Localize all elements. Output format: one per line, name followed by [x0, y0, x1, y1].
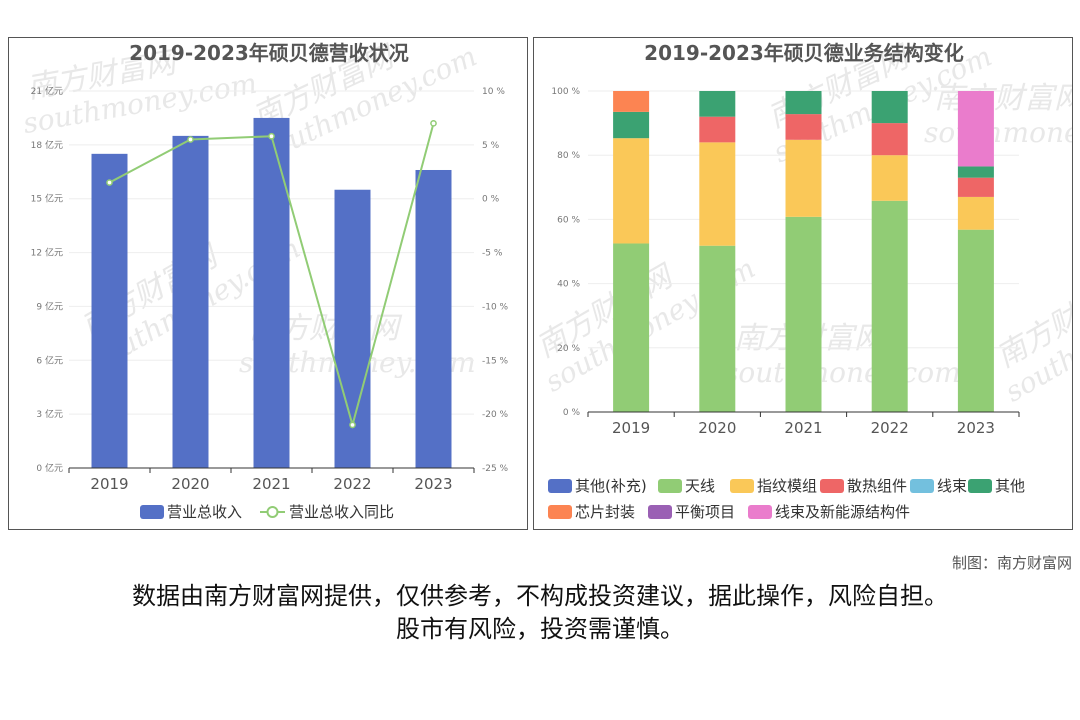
revenue-chart-panel: 南方财富网 southmoney.com 南方财富网 southmoney.com 南方…	[8, 37, 528, 530]
stacked-bar-segment	[699, 245, 736, 412]
legend-swatch	[548, 479, 572, 493]
watermark-en: southmoney.com	[924, 116, 1073, 149]
stacked-bar-segment	[785, 114, 822, 140]
legend-swatch	[140, 505, 164, 519]
x-tick-label: 2022	[871, 419, 909, 437]
stacked-bar-segment	[785, 139, 822, 217]
legend-label: 线束及新能源结构件	[775, 503, 910, 521]
stacked-bar-segment	[785, 216, 822, 412]
x-tick-label: 2020	[698, 419, 736, 437]
legend-label: 天线	[685, 477, 715, 495]
y-tick-label-right: -15 %	[482, 356, 509, 366]
stacked-bar-segment	[699, 116, 736, 143]
stacked-bar-segment	[957, 91, 994, 167]
x-tick-label: 2021	[252, 475, 290, 493]
disclaimer-line-2: 股市有风险，投资需谨慎。	[396, 615, 684, 643]
y-tick-label-right: -20 %	[482, 410, 509, 420]
x-tick-label: 2021	[784, 419, 822, 437]
stacked-bar-segment	[957, 229, 994, 412]
watermark-en: southmoney.com	[724, 356, 961, 389]
business-structure-chart: 南方财富网southmoney.com南方财富网southmoney.com南方…	[534, 38, 1073, 521]
bar	[91, 153, 128, 468]
stacked-bar-segment	[699, 142, 736, 246]
stacked-bar-segment	[613, 91, 650, 112]
stacked-bar-segment	[613, 111, 650, 139]
legend-swatch	[910, 479, 934, 493]
x-tick-label: 2023	[957, 419, 995, 437]
chart-credit: 制图：南方财富网	[951, 554, 1072, 572]
bar	[253, 117, 290, 468]
revenue-chart: 南方财富网southmoney.com南方财富网southmoney.com南方…	[21, 38, 509, 521]
line-point	[268, 132, 275, 140]
stacked-bar-segment	[871, 123, 908, 156]
y-tick-label: 80 %	[557, 151, 580, 161]
line-point	[106, 179, 113, 186]
y-tick-label-left: 0 亿元	[36, 462, 63, 474]
legend-label: 指纹模组	[757, 477, 817, 495]
y-tick-label-right: -25 %	[482, 464, 509, 474]
y-tick-label-left: 21 亿元	[31, 85, 63, 97]
legend-swatch	[968, 479, 992, 493]
disclaimer-line-1: 数据由南方财富网提供，仅供参考，不构成投资建议，据此操作，风险自担。	[132, 582, 948, 610]
legend-swatch	[748, 505, 772, 519]
line-point	[187, 136, 194, 143]
x-tick-label: 2023	[414, 475, 452, 493]
legend-swatch	[658, 479, 682, 493]
chart-title: 2019-2023年硕贝德营收状况	[129, 41, 409, 65]
y-tick-label: 0 %	[563, 408, 581, 418]
legend-label: 平衡项目	[675, 503, 735, 521]
y-tick-label-left: 12 亿元	[31, 247, 63, 259]
disclaimer: 数据由南方财富网提供，仅供参考，不构成投资建议，据此操作，风险自担。 股市有风险…	[0, 580, 1080, 646]
legend-swatch	[730, 479, 754, 493]
x-tick-label: 2022	[333, 475, 371, 493]
stacked-bar-segment	[613, 138, 650, 244]
legend-label: 营业总收入同比	[289, 503, 394, 521]
y-tick-label-right: -10 %	[482, 302, 509, 312]
y-tick-label-left: 9 亿元	[36, 300, 63, 312]
x-tick-label: 2019	[90, 475, 128, 493]
legend-swatch	[548, 505, 572, 519]
stacked-bar-segment	[957, 177, 994, 197]
stacked-bar-segment	[871, 155, 908, 201]
y-tick-label: 100 %	[551, 87, 580, 97]
legend-label: 其他	[995, 477, 1025, 495]
legend-label: 芯片封装	[575, 503, 635, 521]
stacked-bar-segment	[785, 91, 822, 115]
line-point	[430, 119, 437, 127]
legend-label: 其他(补充)	[575, 477, 647, 495]
y-tick-label-left: 18 亿元	[31, 139, 63, 151]
stacked-bar-segment	[699, 91, 736, 117]
legend-label: 散热组件	[847, 477, 907, 495]
legend-label: 线束	[937, 477, 967, 495]
stacked-bar-segment	[613, 243, 650, 412]
y-tick-label-right: 0 %	[482, 195, 500, 205]
y-tick-label-left: 15 亿元	[31, 193, 63, 205]
stacked-bar-segment	[871, 91, 908, 124]
stacked-bar-segment	[957, 196, 994, 230]
x-tick-label: 2019	[612, 419, 650, 437]
stacked-bar-segment	[871, 200, 908, 412]
y-tick-label-right: 5 %	[482, 141, 500, 151]
y-tick-label: 40 %	[557, 280, 580, 290]
chart-title: 2019-2023年硕贝德业务结构变化	[644, 41, 964, 65]
line-point	[349, 421, 356, 429]
business-structure-chart-panel: 南方财富网southmoney.com南方财富网southmoney.com南方…	[533, 37, 1073, 530]
y-tick-label: 60 %	[557, 215, 580, 225]
y-tick-label-left: 3 亿元	[36, 408, 63, 420]
y-tick-label-right: 10 %	[482, 87, 505, 97]
bar	[172, 135, 209, 468]
y-tick-label-right: -5 %	[482, 249, 503, 259]
legend-swatch	[820, 479, 844, 493]
stacked-bar-segment	[957, 166, 994, 178]
watermark-cn: 南方财富网	[934, 81, 1073, 116]
legend-swatch	[648, 505, 672, 519]
legend-label: 营业总收入	[167, 503, 242, 521]
y-tick-label: 20 %	[557, 344, 580, 354]
x-tick-label: 2020	[171, 475, 209, 493]
bar	[415, 169, 452, 468]
y-tick-label-left: 6 亿元	[36, 354, 63, 366]
legend-point-swatch	[266, 506, 279, 518]
